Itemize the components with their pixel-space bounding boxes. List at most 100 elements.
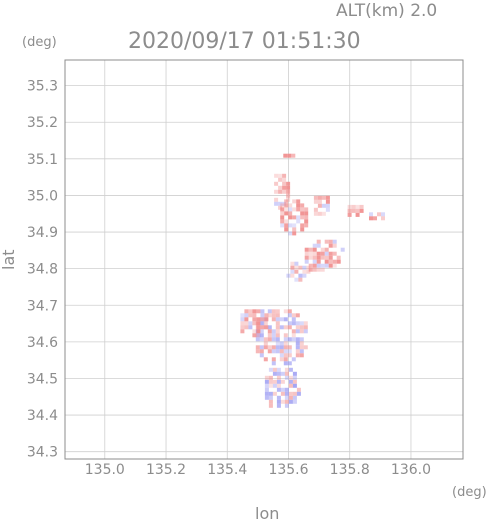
echo-cell [351, 204, 356, 209]
echo-cell [260, 321, 265, 326]
echo-cell [287, 337, 292, 342]
echo-cell [355, 208, 360, 213]
echo-cell [275, 333, 280, 338]
echo-cell [296, 387, 301, 392]
echo-cell [278, 205, 283, 210]
echo-cell [284, 219, 289, 224]
echo-cell [284, 199, 289, 204]
y-tick-label: 34.4 [27, 408, 58, 424]
echo-cell [299, 349, 304, 354]
echo-cell [272, 371, 277, 376]
echo-cell [284, 399, 289, 404]
echo-cell [312, 251, 317, 256]
x-tick-label: 135.0 [85, 462, 125, 478]
echo-cell [271, 309, 276, 314]
echo-cell [268, 367, 273, 372]
echo-cell [332, 263, 337, 268]
echo-cell [296, 215, 301, 220]
y-tick-label: 35.0 [27, 188, 58, 204]
echo-cell [268, 383, 273, 388]
echo-cell [308, 251, 313, 256]
echo-cell [295, 325, 300, 330]
y-tick-label: 35.3 [27, 79, 58, 95]
echo-cell [324, 255, 329, 260]
echo-cell [291, 313, 296, 318]
echo-cell [313, 195, 318, 200]
echo-cell [267, 345, 272, 350]
echo-cell [268, 399, 273, 404]
tick-labels: 135.0 135.2 135.4 135.6 135.8 136.0 34.3 34.4 34… [27, 79, 431, 478]
echo-cell [274, 201, 279, 206]
echo-cell [291, 337, 296, 342]
x-tick-label: 136.0 [391, 462, 431, 478]
echo-cell [336, 255, 341, 260]
echo-cell [292, 383, 297, 388]
echo-cell [287, 325, 292, 330]
echo-cell [276, 399, 281, 404]
echo-cell [280, 223, 285, 228]
echo-cell [271, 317, 276, 322]
echo-cell [275, 321, 280, 326]
echo-cell [304, 259, 309, 264]
echo-cell [306, 265, 311, 270]
echo-cell [316, 263, 321, 268]
echo-cell [276, 367, 281, 372]
echo-cell [287, 313, 292, 318]
echo-cell [252, 333, 257, 338]
echo-cell [268, 403, 273, 408]
echo-cell [302, 265, 307, 270]
echo-cell [320, 267, 325, 272]
echo-cell [264, 325, 269, 330]
echo-cell [267, 337, 272, 342]
y-tick-label: 34.6 [27, 335, 58, 351]
y-tick-label: 35.1 [27, 152, 58, 168]
plot-frame [64, 59, 464, 460]
echo-cell [296, 391, 301, 396]
echo-cell [271, 361, 276, 366]
echo-cell [296, 207, 301, 212]
echo-cell [264, 313, 269, 318]
echo-cell [295, 329, 300, 334]
echo-cell [240, 321, 245, 326]
echo-cell [284, 203, 289, 208]
data-cells [240, 153, 385, 408]
echo-cell [317, 203, 322, 208]
echo-cell [291, 329, 296, 334]
echo-cell [306, 269, 311, 274]
echo-cell [303, 325, 308, 330]
echo-cell [260, 325, 265, 330]
echo-cell [291, 333, 296, 338]
echo-cell [279, 349, 284, 354]
echo-cell [283, 153, 288, 158]
echo-cell [283, 361, 288, 366]
echo-cell [321, 211, 326, 216]
echo-cell [288, 399, 293, 404]
echo-cell [286, 189, 291, 194]
echo-cell [278, 173, 283, 178]
echo-cell [325, 199, 330, 204]
echo-cell [294, 277, 299, 282]
echo-cell [283, 357, 288, 362]
echo-cell [260, 313, 265, 318]
echo-cell [272, 391, 277, 396]
echo-cell [296, 203, 301, 208]
echo-cell [286, 181, 291, 186]
echo-cell [328, 259, 333, 264]
echo-cell [244, 325, 249, 330]
echo-cell [272, 367, 277, 372]
echo-cell [295, 341, 300, 346]
echo-cell [299, 321, 304, 326]
echo-cell [275, 345, 280, 350]
echo-cell [240, 313, 245, 318]
echo-cell [283, 333, 288, 338]
echo-cell [332, 251, 337, 256]
echo-cell [260, 317, 265, 322]
echo-cell [287, 321, 292, 326]
echo-cell [288, 395, 293, 400]
echo-cell [255, 333, 260, 338]
echo-cell [324, 239, 329, 244]
echo-cell [268, 379, 273, 384]
echo-cell [288, 203, 293, 208]
echo-cell [292, 207, 297, 212]
echo-cell [304, 207, 309, 212]
